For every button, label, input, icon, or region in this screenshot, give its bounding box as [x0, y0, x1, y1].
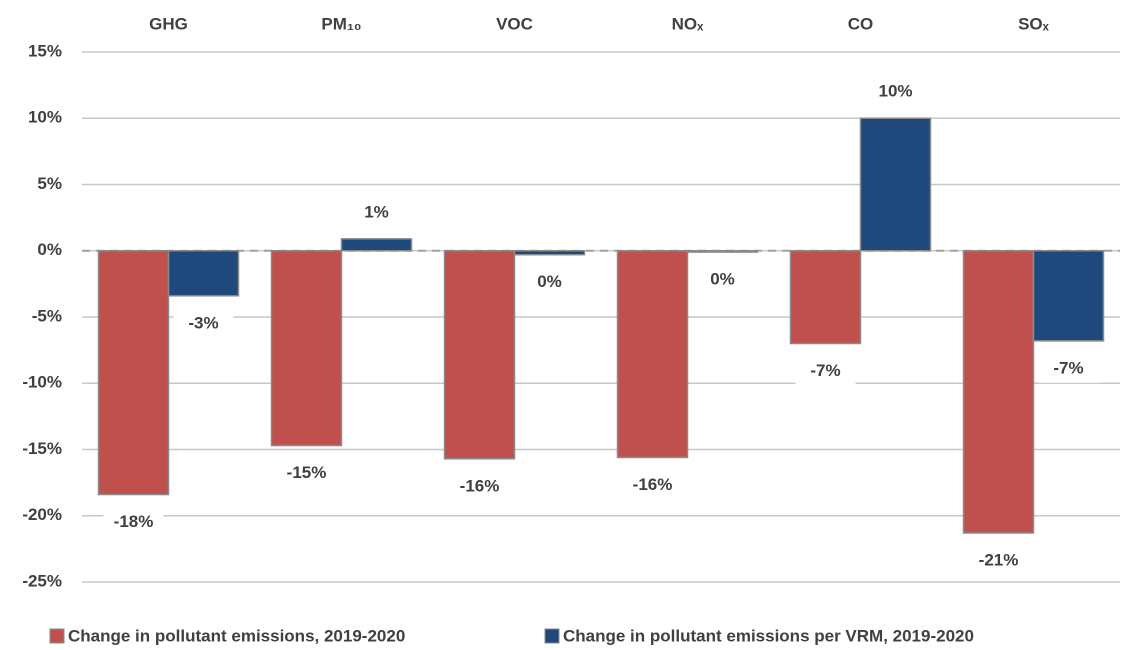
- data-label: -3%: [188, 313, 218, 332]
- data-label: 0%: [710, 270, 735, 289]
- x-tick-label: NOₓ: [672, 14, 705, 33]
- data-label: 10%: [878, 82, 912, 101]
- bar: [167, 250, 240, 297]
- data-label-bg: [519, 268, 580, 297]
- x-tick-label: VOC: [496, 14, 533, 33]
- data-label-bg: [346, 198, 407, 227]
- data-label: -7%: [1053, 358, 1083, 377]
- legend-swatch: [544, 628, 560, 644]
- bar: [616, 250, 689, 459]
- data-label-bg: [865, 78, 926, 107]
- data-label: -7%: [810, 361, 840, 380]
- data-label-bg: [622, 471, 683, 500]
- legend-label: Change in pollutant emissions per VRM, 2…: [563, 626, 974, 645]
- bar: [513, 250, 586, 256]
- y-tick-label: -15%: [22, 439, 62, 458]
- data-label-bg: [276, 459, 337, 488]
- data-label: -21%: [979, 550, 1019, 569]
- y-tick-label: 15%: [28, 41, 62, 60]
- x-tick-label: PM₁₀: [321, 14, 361, 33]
- data-label: 1%: [364, 202, 389, 221]
- bar: [686, 250, 759, 253]
- x-tick-label: CO: [848, 14, 874, 33]
- data-label-bg: [173, 309, 234, 338]
- legend-label: Change in pollutant emissions, 2019-2020: [68, 626, 405, 645]
- y-tick-label: -25%: [22, 571, 62, 590]
- x-tick-label: GHG: [149, 14, 188, 33]
- data-label: -16%: [460, 476, 500, 495]
- data-label-bg: [795, 357, 856, 386]
- data-label: -15%: [287, 463, 327, 482]
- y-tick-label: -10%: [22, 373, 62, 392]
- bar: [859, 117, 932, 252]
- data-label-bg: [968, 546, 1029, 575]
- data-label-bg: [449, 472, 510, 501]
- bar: [97, 250, 170, 496]
- data-label-bg: [692, 266, 753, 295]
- y-tick-label: 10%: [28, 108, 62, 127]
- x-tick-label: SOₓ: [1018, 14, 1050, 33]
- bar: [1032, 250, 1105, 342]
- legend-swatch: [49, 628, 65, 644]
- bar: [789, 250, 862, 345]
- data-label: 0%: [537, 272, 562, 291]
- data-label: -16%: [633, 475, 673, 494]
- bar: [340, 238, 413, 252]
- y-tick-label: -5%: [32, 306, 62, 325]
- y-tick-label: 0%: [37, 240, 62, 259]
- y-tick-label: -20%: [22, 505, 62, 524]
- bar: [962, 250, 1035, 534]
- bar: [270, 250, 343, 447]
- bar: [443, 250, 516, 460]
- data-label: -18%: [114, 512, 154, 531]
- data-label-bg: [103, 508, 164, 537]
- data-label-bg: [1038, 354, 1099, 383]
- y-tick-label: 5%: [37, 174, 62, 193]
